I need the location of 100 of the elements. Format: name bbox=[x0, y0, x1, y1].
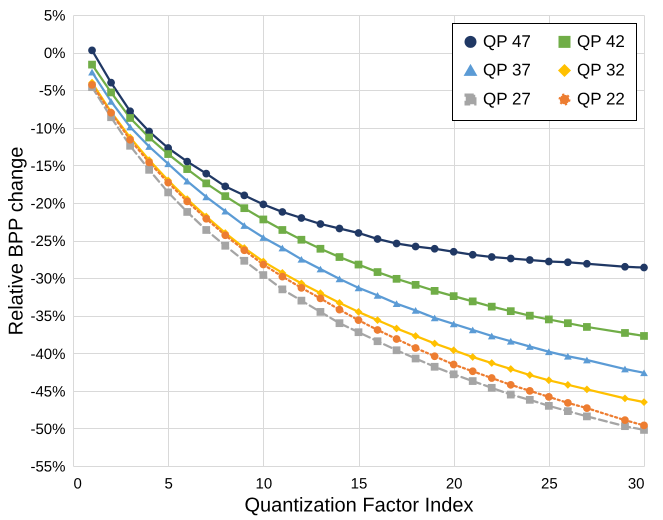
point bbox=[430, 362, 439, 371]
y-axis-title: Relative BPP change bbox=[5, 146, 28, 336]
legend-label: QP 27 bbox=[483, 90, 531, 108]
point bbox=[526, 312, 534, 320]
point bbox=[640, 398, 648, 406]
point bbox=[164, 150, 172, 158]
point bbox=[412, 242, 420, 250]
y-tick-label: -55% bbox=[30, 458, 66, 476]
point bbox=[621, 366, 629, 372]
y-tick-label: -35% bbox=[30, 308, 66, 326]
point bbox=[526, 343, 534, 350]
point bbox=[240, 204, 248, 212]
point bbox=[126, 107, 134, 116]
point bbox=[88, 68, 96, 76]
point bbox=[544, 258, 553, 266]
point bbox=[450, 346, 458, 354]
point bbox=[506, 365, 515, 373]
point bbox=[259, 200, 268, 208]
point bbox=[88, 81, 96, 89]
x-axis-title: Quantization Factor Index bbox=[244, 494, 474, 516]
y-tick-label: -30% bbox=[30, 270, 66, 288]
point bbox=[298, 284, 306, 292]
point bbox=[316, 220, 324, 228]
point bbox=[202, 180, 210, 188]
y-tick-label: -40% bbox=[30, 346, 66, 363]
point bbox=[354, 328, 362, 336]
y-tick-label: -20% bbox=[30, 195, 66, 212]
point bbox=[298, 236, 306, 244]
point bbox=[621, 416, 629, 424]
point bbox=[240, 256, 248, 265]
point bbox=[526, 256, 534, 264]
point bbox=[544, 376, 553, 384]
point bbox=[259, 234, 268, 241]
point bbox=[583, 323, 591, 331]
point bbox=[316, 244, 324, 253]
y-tick-label: -10% bbox=[30, 120, 66, 138]
point bbox=[240, 192, 248, 200]
point bbox=[354, 284, 362, 292]
legend-label: QP 32 bbox=[577, 60, 625, 80]
point bbox=[107, 78, 115, 87]
point bbox=[430, 286, 439, 295]
point bbox=[374, 292, 382, 299]
point bbox=[221, 242, 230, 250]
point bbox=[412, 307, 420, 314]
legend-label: QP 47 bbox=[483, 32, 531, 51]
point bbox=[564, 407, 572, 415]
point bbox=[468, 298, 477, 306]
point bbox=[430, 314, 439, 322]
point bbox=[526, 396, 534, 404]
point bbox=[374, 316, 382, 324]
point bbox=[621, 394, 629, 402]
y-tick-label: -45% bbox=[30, 383, 66, 400]
point bbox=[202, 226, 210, 234]
point bbox=[278, 208, 286, 216]
point bbox=[88, 46, 96, 54]
y-tick-label: -25% bbox=[30, 233, 66, 250]
point bbox=[564, 398, 572, 407]
point bbox=[259, 271, 268, 279]
point bbox=[564, 258, 572, 266]
point bbox=[374, 326, 382, 334]
y-tick-label: -50% bbox=[30, 420, 66, 438]
y-tick-label: 0% bbox=[44, 45, 66, 62]
point bbox=[202, 170, 210, 178]
point bbox=[126, 136, 134, 144]
point bbox=[564, 352, 572, 360]
point bbox=[240, 222, 248, 229]
point bbox=[278, 244, 286, 252]
legend-label: QP 42 bbox=[577, 32, 625, 51]
point bbox=[183, 208, 192, 216]
x-tick-label: 20 bbox=[446, 476, 463, 492]
point bbox=[392, 240, 400, 248]
point bbox=[564, 319, 572, 328]
x-tick-label: 5 bbox=[164, 476, 173, 492]
point bbox=[506, 380, 515, 389]
point bbox=[298, 214, 306, 222]
point bbox=[583, 412, 591, 420]
point bbox=[126, 124, 134, 130]
y-tick-label: 5% bbox=[44, 8, 66, 24]
point bbox=[468, 377, 477, 385]
point bbox=[506, 307, 515, 316]
legend-label: QP 22 bbox=[577, 90, 625, 108]
point bbox=[336, 306, 344, 314]
point bbox=[259, 216, 268, 224]
point bbox=[183, 158, 192, 166]
point bbox=[640, 264, 648, 272]
point bbox=[316, 266, 324, 272]
point bbox=[221, 192, 230, 200]
point bbox=[221, 231, 230, 240]
point bbox=[316, 294, 324, 302]
point bbox=[354, 308, 362, 316]
point bbox=[374, 337, 382, 346]
x-tick-label: 25 bbox=[540, 476, 558, 492]
point bbox=[564, 380, 572, 389]
point bbox=[468, 367, 477, 376]
point bbox=[468, 326, 477, 334]
point bbox=[392, 300, 400, 307]
legend-label: QP 37 bbox=[483, 60, 531, 80]
point bbox=[468, 250, 477, 259]
point bbox=[107, 88, 115, 96]
point bbox=[336, 224, 344, 232]
